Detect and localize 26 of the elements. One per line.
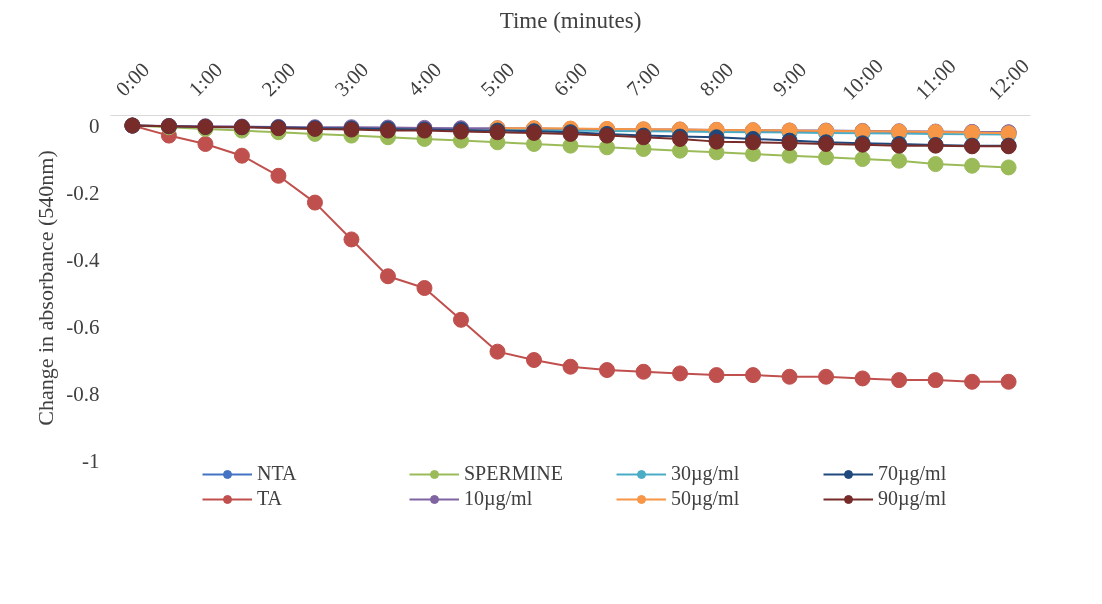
legend-label: 50µg/ml [671,487,741,510]
y-axis-title: Change in absorbance (540nm) [33,150,59,426]
legend-label: NTA [257,462,298,485]
y-tick-label: -0.4 [66,247,100,272]
x-tick-label: 3:00 [329,57,374,101]
x-tick-label: 7:00 [621,57,666,101]
x-tick-label: 4:00 [402,57,447,101]
x-tick-label: 8:00 [694,57,739,101]
x-tick-label: 9:00 [767,57,812,101]
y-tick-label: -1 [82,448,100,473]
x-tick-label: 0:00 [110,57,155,101]
legend-label: 90µg/ml [878,487,948,510]
legend-label: SPERMINE [464,462,564,485]
legend-label: 10µg/ml [464,487,534,510]
x-tick-label: 5:00 [475,57,520,101]
legend-label: 70µg/ml [878,462,948,485]
x-tick-label: 2:00 [256,57,301,101]
y-tick-label: -0.6 [66,314,100,339]
x-axis-title: Time (minutes) [499,7,642,33]
x-tick-label: 1:00 [183,57,228,101]
y-tick-label: 0 [89,113,100,138]
legend-label: TA [257,487,284,510]
x-tick-label: 6:00 [548,57,593,101]
legend-label: 30µg/ml [671,462,741,485]
y-tick-label: -0.8 [66,381,100,406]
y-tick-label: -0.2 [66,180,100,205]
